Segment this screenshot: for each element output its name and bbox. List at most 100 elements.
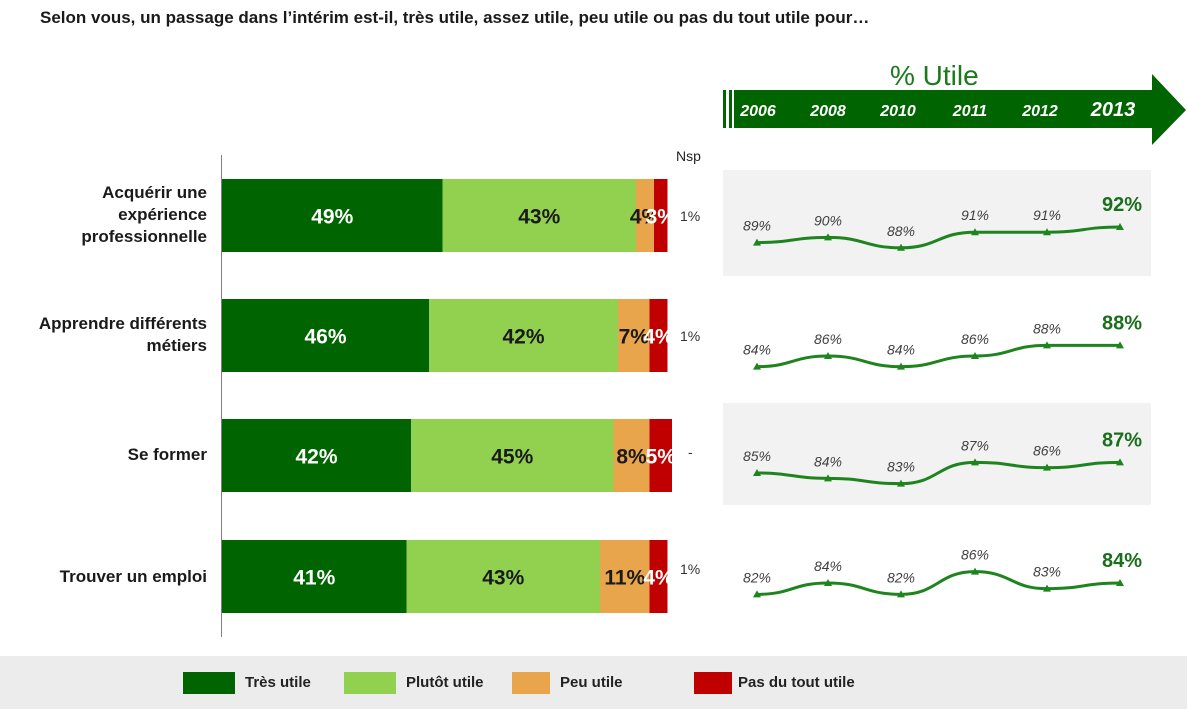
trend-label-1-3: 86% (961, 331, 989, 347)
trend-line-2 (756, 460, 1121, 486)
trend-label-2-0: 85% (743, 448, 771, 464)
trend-point-2-3 (971, 458, 979, 466)
trend-point-2-2 (897, 479, 905, 487)
trend-panel-bg-2 (723, 403, 1151, 505)
category-label-1-line-0: Apprendre différents (38, 314, 207, 333)
year-label-2013: 2013 (1090, 99, 1136, 121)
nsp-value-0: 1% (680, 208, 701, 224)
utile-title: % Utile (890, 60, 979, 91)
bar-label-2-0: 4% (630, 206, 661, 229)
year-label-2006: 2006 (739, 103, 776, 120)
legend-swatch-pas-du-tout-utile (694, 672, 732, 694)
trend-point-3-2 (897, 590, 905, 598)
category-label-1: Apprendre différents métiers (0, 313, 207, 357)
legend-label-pas-du-tout-utile: Pas du tout utile (738, 674, 855, 691)
trend-line-chart-2: 85% 84% 83% 87% 86% 87% (723, 403, 1151, 505)
bar-label-1-1: 42% (502, 326, 544, 349)
category-label-3: Trouver un emploi (0, 566, 207, 588)
trend-line-chart-3: 82% 84% 82% 86% 83% 84% (743, 547, 1142, 598)
trend-label-0-3: 91% (961, 207, 989, 223)
nsp-value-3: 1% (680, 561, 701, 577)
legend-label-plutot-utile: Plutôt utile (406, 674, 484, 691)
bar-seg-1-2 (411, 419, 614, 492)
legend-label-peu-utile: Peu utile (560, 674, 623, 691)
trend-point-1-5 (1116, 341, 1124, 349)
arrow-stripe-2 (729, 90, 732, 128)
bar-label-3-3: 4% (643, 567, 674, 590)
trend-point-1-3 (971, 352, 979, 359)
bar-label-2-2: 8% (616, 446, 647, 469)
trend-point-1-2 (897, 362, 905, 370)
category-label-2-line-0: Se former (127, 445, 207, 464)
trend-label-2-2: 83% (887, 459, 915, 475)
trend-label-0-2: 88% (887, 223, 915, 239)
trend-label-1-0: 84% (743, 342, 771, 358)
trend-label-1-2: 84% (887, 342, 915, 358)
bar-seg-3-2 (649, 419, 672, 492)
bar-seg-3-1 (649, 299, 668, 372)
bar-label-0-0: 49% (311, 206, 353, 229)
trend-label-0-4: 91% (1033, 207, 1061, 223)
trend-point-3-1 (824, 579, 832, 586)
trend-label-2-5: 87% (1102, 429, 1142, 451)
trend-panel-1: 84% 86% 84% 86% 88% 88% (723, 290, 1151, 396)
bar-seg-3-0 (654, 179, 668, 252)
stacked-bar-chart: 49% 43% 4%3%46% 42% 7%4%42% 45% 8%5%41% 43% 11%4… (222, 179, 674, 613)
category-label-0-line-1: expérience (118, 205, 207, 224)
arrow-stripe-1 (723, 90, 726, 128)
trend-point-3-4 (1043, 584, 1051, 592)
trend-point-0-5 (1116, 223, 1124, 230)
trend-point-2-1 (824, 474, 832, 482)
legend-swatch-plutot-utile (344, 672, 396, 694)
legend-label-tres-utile: Très utile (245, 674, 311, 691)
category-label-2: Se former (0, 444, 207, 466)
trend-point-3-0 (753, 590, 761, 598)
trend-panel-0: 89% 90% 88% 91% 91% 92% (723, 170, 1151, 276)
category-axis-line (221, 155, 222, 637)
bar-seg-2-1 (618, 299, 650, 372)
bar-label-2-3: 11% (604, 567, 645, 590)
category-label-1-line-1: métiers (146, 336, 207, 355)
bar-label-3-1: 4% (643, 326, 674, 349)
trend-label-3-4: 83% (1033, 564, 1061, 580)
trend-panel-3: 82% 84% 82% 86% 83% 84% (723, 520, 1151, 632)
trend-line-1 (756, 343, 1120, 369)
trend-point-1-0 (753, 362, 761, 370)
bar-seg-2-0 (636, 179, 654, 252)
trend-label-0-1: 90% (814, 212, 842, 228)
bar-seg-0-2 (222, 419, 411, 492)
category-label-0-line-2: professionnelle (81, 227, 207, 246)
category-label-0-line-0: Acquérir une (102, 183, 207, 202)
trend-label-3-5: 84% (1102, 550, 1142, 572)
bar-label-0-2: 42% (295, 446, 337, 469)
trend-panel-2: 85% 84% 83% 87% 86% 87% (723, 403, 1151, 505)
legend: Très utile Plutôt utile Peu utile Pas du… (0, 656, 1187, 709)
bar-label-0-3: 41% (293, 567, 335, 590)
nsp-value-2: - (688, 444, 693, 460)
trend-point-3-5 (1116, 579, 1124, 586)
bar-seg-2-3 (600, 540, 650, 613)
bar-seg-3-3 (649, 540, 668, 613)
bar-label-1-3: 43% (482, 567, 524, 590)
bar-seg-0-1 (222, 299, 429, 372)
trend-point-2-4 (1043, 463, 1051, 471)
bar-label-0-1: 46% (304, 326, 346, 349)
bar-seg-2-2 (613, 419, 650, 492)
trend-label-3-2: 82% (887, 569, 915, 585)
trend-label-1-5: 88% (1102, 312, 1142, 334)
trend-label-3-0: 82% (743, 569, 771, 585)
trend-label-2-4: 86% (1033, 443, 1061, 459)
category-label-3-line-0: Trouver un emploi (59, 567, 207, 586)
year-arrow: 2006 2008 2010 2011 2012 2013 (723, 74, 1186, 145)
trend-label-1-4: 88% (1033, 320, 1061, 336)
nsp-value-1: 1% (680, 328, 701, 344)
nsp-header: Nsp (676, 148, 701, 164)
legend-swatch-tres-utile (183, 672, 235, 694)
trend-point-0-0 (753, 238, 761, 246)
trend-point-0-2 (897, 243, 905, 251)
bar-seg-1-0 (442, 179, 636, 252)
trend-label-1-1: 86% (814, 331, 842, 347)
trend-label-2-1: 84% (814, 453, 842, 469)
trend-panel-bg-0 (723, 170, 1151, 276)
year-label-2011: 2011 (952, 103, 988, 120)
